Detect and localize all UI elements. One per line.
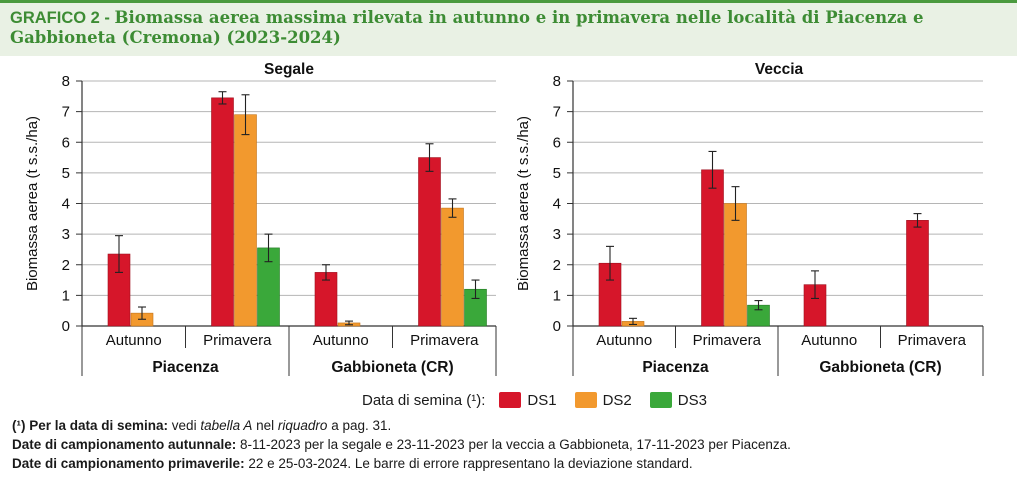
chart-2-y-tick-label: 0 [553,318,561,335]
chart-2-x-tick-label: Primavera [898,332,967,349]
chart-2-y-tick-label: 1 [553,287,561,304]
chart-2-y-tick-label: 5 [553,165,561,182]
legend-item-ds2: DS2 [574,391,632,409]
figure-title-text: Biomassa aerea massima rilevata in autun… [10,8,924,47]
chart-1-y-tick-label: 1 [62,287,70,304]
chart-2-title: Veccia [755,61,804,78]
chart-2-y-tick-label: 4 [553,196,561,213]
legend-swatch-ds2 [574,392,597,408]
legend-title: Data di semina (¹): [362,391,486,409]
chart-1-title: Segale [264,61,314,78]
figure-number: GRAFICO 2 - [10,9,115,27]
chart-2-bar-ds2-2 [724,203,747,327]
chart-2-y-tick-label: 8 [553,73,561,90]
legend-swatch-ds3 [649,392,672,408]
footnote-spring-label: Date di campionamento primaverile: [12,456,245,471]
chart-1-y-tick-label: 6 [62,134,70,151]
footnote-text: nel [252,418,278,433]
chart-2-bar-ds1-4 [906,220,929,327]
footnote-autumn-label: Date di campionamento autunnale: [12,437,237,452]
chart-1-bar-ds1-4 [418,157,441,327]
chart-1-group-label: Gabbioneta (CR) [331,359,453,376]
chart-1-x-tick-label: Primavera [203,332,272,349]
chart-2-group-label: Gabbioneta (CR) [819,359,941,376]
chart-1-bar-ds2-2 [234,114,257,327]
chart-2-x-tick-label: Primavera [693,332,762,349]
legend-label-ds3: DS3 [677,391,707,409]
footnote-spring-text: 22 e 25-03-2024. Le barre di errore rapp… [244,456,693,471]
chart-1-y-tick-label: 7 [62,104,70,121]
chart-1-y-axis-label: Biomassa aerea (t s.s./ha) [24,116,41,291]
footnote-ref-table: tabella A [200,418,253,433]
chart-2-x-tick-label: Autunno [596,332,652,349]
chart-1-y-tick-label: 2 [62,257,70,274]
chart-2-group-label: Piacenza [642,359,709,376]
legend-item-ds3: DS3 [649,391,707,409]
chart-1-group-label: Piacenza [152,359,219,376]
footnote-ref-box: riquadro [277,418,328,433]
chart-1-x-tick-label: Autunno [106,332,162,349]
chart-1-x-tick-label: Autunno [313,332,369,349]
chart-header: GRAFICO 2 - Biomassa aerea massima rilev… [0,0,1017,56]
chart-1-bar-ds1-2 [211,97,234,327]
chart-2-bar-ds1-2 [701,169,724,327]
chart-1-y-tick-label: 4 [62,196,70,213]
legend-item-ds1: DS1 [499,391,557,409]
footnote-autumn-text: 8-11-2023 per la segale e 23-11-2023 per… [236,437,791,452]
chart-2-y-tick-label: 3 [553,226,561,243]
chart-2-y-tick-label: 2 [553,257,561,274]
legend-label-ds1: DS1 [527,391,557,409]
footnote-spring: Date di campionamento primaverile: 22 e … [12,454,1007,473]
chart-1-y-tick-label: 0 [62,318,70,335]
chart-1-y-tick-label: 8 [62,73,70,90]
figure-title: GRAFICO 2 - Biomassa aerea massima rilev… [10,8,1000,48]
chart-2-y-tick-label: 6 [553,134,561,151]
footnote-seeding-label: (¹) Per la data di semina: [12,418,169,433]
footnote-text: a pag. 31. [327,418,392,433]
chart-2-y-axis-label: Biomassa aerea (t s.s./ha) [515,116,532,291]
chart-1-y-tick-label: 5 [62,165,70,182]
legend-label-ds2: DS2 [602,391,632,409]
chart-2-x-tick-label: Autunno [801,332,857,349]
footnote-autumn: Date di campionamento autunnale: 8-11-20… [12,435,1007,454]
chart-1-x-tick-label: Primavera [410,332,479,349]
footnote-seeding: (¹) Per la data di semina: vedi tabella … [12,416,1007,435]
footnote-text: vedi [168,418,201,433]
chart-2-y-tick-label: 7 [553,104,561,121]
chart-1-bar-ds2-4 [441,207,464,327]
legend: Data di semina (¹): DS1 DS2 DS3 [362,388,725,412]
footnotes: (¹) Per la data di semina: vedi tabella … [12,416,1007,473]
legend-swatch-ds1 [499,392,522,408]
charts-area: Segale 0 1 2 3 4 5 6 7 8 Biomassa aerea (t s.s./ha… [24,61,984,376]
chart-1-y-tick-label: 3 [62,226,70,243]
